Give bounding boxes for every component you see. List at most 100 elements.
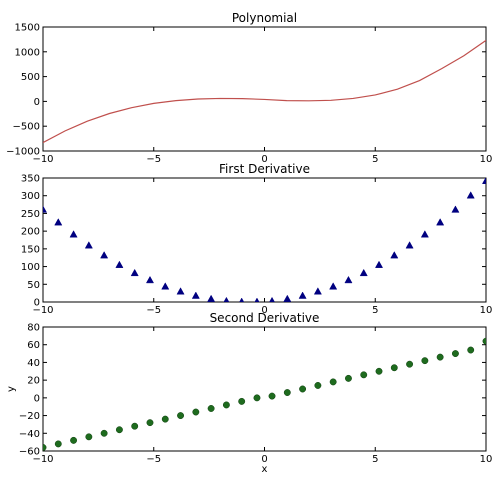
y-tick-label: 350	[21, 174, 40, 185]
data-point	[482, 337, 486, 345]
data-point	[54, 218, 63, 226]
data-point	[207, 405, 215, 412]
x-tick-label: −5	[146, 305, 161, 316]
x-tick-label: 10	[480, 154, 493, 165]
y-tick-label: 0	[34, 97, 40, 108]
y-tick-label: 50	[27, 280, 40, 291]
x-axis-label: x	[262, 464, 268, 473]
chart-title: Second Derivative	[210, 311, 320, 325]
y-tick-label: −60	[19, 447, 40, 458]
y-tick-label: −20	[19, 411, 40, 422]
x-tick-label: 5	[372, 154, 378, 165]
data-point	[85, 433, 93, 441]
data-point	[100, 429, 108, 437]
chart-title: Polynomial	[232, 11, 297, 25]
data-point	[466, 191, 475, 199]
y-tick-label: −1000	[6, 147, 40, 158]
data-point	[313, 287, 322, 295]
data-point	[177, 412, 185, 420]
data-point	[131, 422, 139, 430]
data-area	[43, 39, 486, 144]
x-tick-label: 10	[480, 305, 493, 316]
y-tick-label: 200	[21, 227, 40, 238]
y-axis-label: y	[6, 386, 17, 392]
chart-polynomial: Polynomial −10 −5 0 5 10 −1000 −500 0 500 1000 1500	[6, 11, 492, 165]
y-tick-label: 250	[21, 209, 40, 220]
x-tick-label: 10	[480, 454, 493, 465]
data-point	[207, 294, 216, 302]
data-point	[360, 371, 368, 379]
x-tick-label: −10	[32, 305, 53, 316]
series-line	[43, 39, 486, 144]
data-point	[421, 357, 429, 365]
data-point	[374, 260, 384, 268]
data-point	[420, 230, 429, 238]
x-tick-label: −5	[146, 154, 161, 165]
data-point	[43, 444, 47, 451]
data-point	[192, 408, 200, 416]
chart-second-derivative: Second Derivative −10 −5 0 5 10 −60 −40 −20 0 20 40…	[6, 311, 493, 475]
data-point	[467, 346, 475, 354]
y-tick-label: 60	[27, 340, 40, 351]
x-tick-label: 5	[372, 454, 378, 465]
data-point	[161, 415, 169, 423]
data-point	[436, 353, 444, 361]
chart-title: First Derivative	[219, 162, 310, 176]
data-point	[375, 367, 383, 375]
data-point	[405, 241, 414, 249]
data-area	[43, 337, 486, 451]
data-point	[268, 392, 276, 400]
plot-frame	[42, 177, 487, 303]
data-point	[191, 291, 200, 299]
y-tick-label: 80	[27, 323, 40, 334]
data-point	[145, 275, 155, 284]
data-point	[222, 401, 230, 409]
y-tick-label: 500	[21, 72, 40, 83]
data-point	[115, 260, 124, 268]
y-tick-label: 1000	[15, 47, 40, 58]
data-point	[176, 287, 185, 295]
y-tick-label: 40	[27, 358, 40, 369]
data-point	[390, 251, 399, 259]
x-tick-label: −5	[146, 454, 161, 465]
data-point	[253, 394, 261, 402]
data-point	[344, 374, 352, 382]
data-point	[481, 178, 486, 184]
y-tick-label: 0	[34, 298, 40, 309]
x-tick-label: −10	[32, 154, 53, 165]
data-point	[390, 364, 398, 372]
data-point	[54, 440, 62, 448]
plot-frame	[42, 26, 487, 152]
data-area	[43, 178, 486, 302]
data-point	[299, 385, 307, 393]
data-point	[84, 241, 93, 249]
y-tick-label: 20	[27, 376, 40, 387]
x-tick-label: 0	[261, 154, 267, 165]
data-point	[100, 251, 109, 259]
data-point	[239, 297, 245, 302]
x-tick-label: 0	[261, 305, 267, 316]
plot-frame	[42, 326, 487, 452]
y-tick-label: 100	[21, 262, 40, 273]
data-point	[254, 297, 260, 302]
data-point	[329, 378, 337, 386]
data-point	[69, 230, 78, 238]
y-tick-label: 300	[21, 191, 40, 202]
y-tick-label: 1500	[15, 23, 40, 34]
data-point	[269, 296, 275, 302]
data-point	[451, 350, 459, 358]
y-tick-label: −40	[19, 429, 40, 440]
data-point	[238, 397, 246, 405]
data-point	[298, 291, 307, 299]
data-point	[115, 426, 123, 434]
y-tick-label: 0	[34, 393, 40, 404]
data-point	[161, 282, 170, 290]
data-point	[70, 436, 78, 444]
data-point	[314, 382, 322, 389]
data-point	[451, 205, 460, 213]
data-point	[283, 294, 292, 302]
data-point	[223, 296, 230, 302]
data-point	[406, 360, 414, 368]
y-tick-label: −500	[13, 122, 40, 133]
